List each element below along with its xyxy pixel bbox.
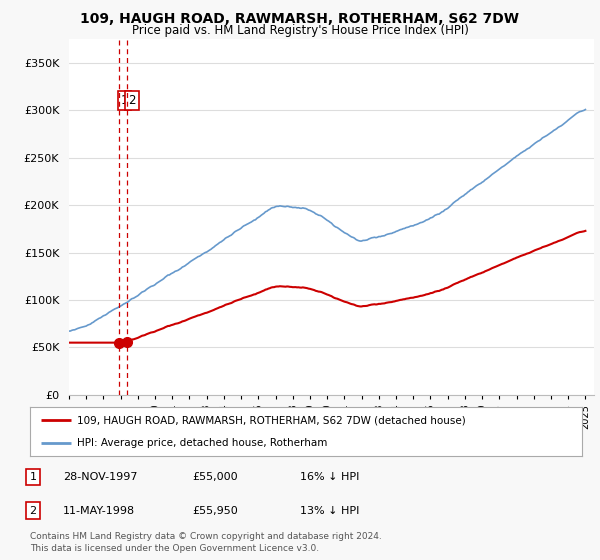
Text: Contains HM Land Registry data © Crown copyright and database right 2024.
This d: Contains HM Land Registry data © Crown c… — [30, 533, 382, 553]
Text: 2: 2 — [29, 506, 37, 516]
Text: 16% ↓ HPI: 16% ↓ HPI — [300, 472, 359, 482]
Text: £55,000: £55,000 — [192, 472, 238, 482]
Text: HPI: Average price, detached house, Rotherham: HPI: Average price, detached house, Roth… — [77, 438, 327, 448]
Text: 11-MAY-1998: 11-MAY-1998 — [63, 506, 135, 516]
Text: 1: 1 — [29, 472, 37, 482]
Text: 13% ↓ HPI: 13% ↓ HPI — [300, 506, 359, 516]
Text: £55,950: £55,950 — [192, 506, 238, 516]
Text: 2: 2 — [128, 94, 136, 108]
Text: 109, HAUGH ROAD, RAWMARSH, ROTHERHAM, S62 7DW: 109, HAUGH ROAD, RAWMARSH, ROTHERHAM, S6… — [80, 12, 520, 26]
Text: 28-NOV-1997: 28-NOV-1997 — [63, 472, 137, 482]
Text: 1: 1 — [121, 94, 128, 108]
Text: 109, HAUGH ROAD, RAWMARSH, ROTHERHAM, S62 7DW (detached house): 109, HAUGH ROAD, RAWMARSH, ROTHERHAM, S6… — [77, 416, 466, 426]
Text: Price paid vs. HM Land Registry's House Price Index (HPI): Price paid vs. HM Land Registry's House … — [131, 24, 469, 37]
